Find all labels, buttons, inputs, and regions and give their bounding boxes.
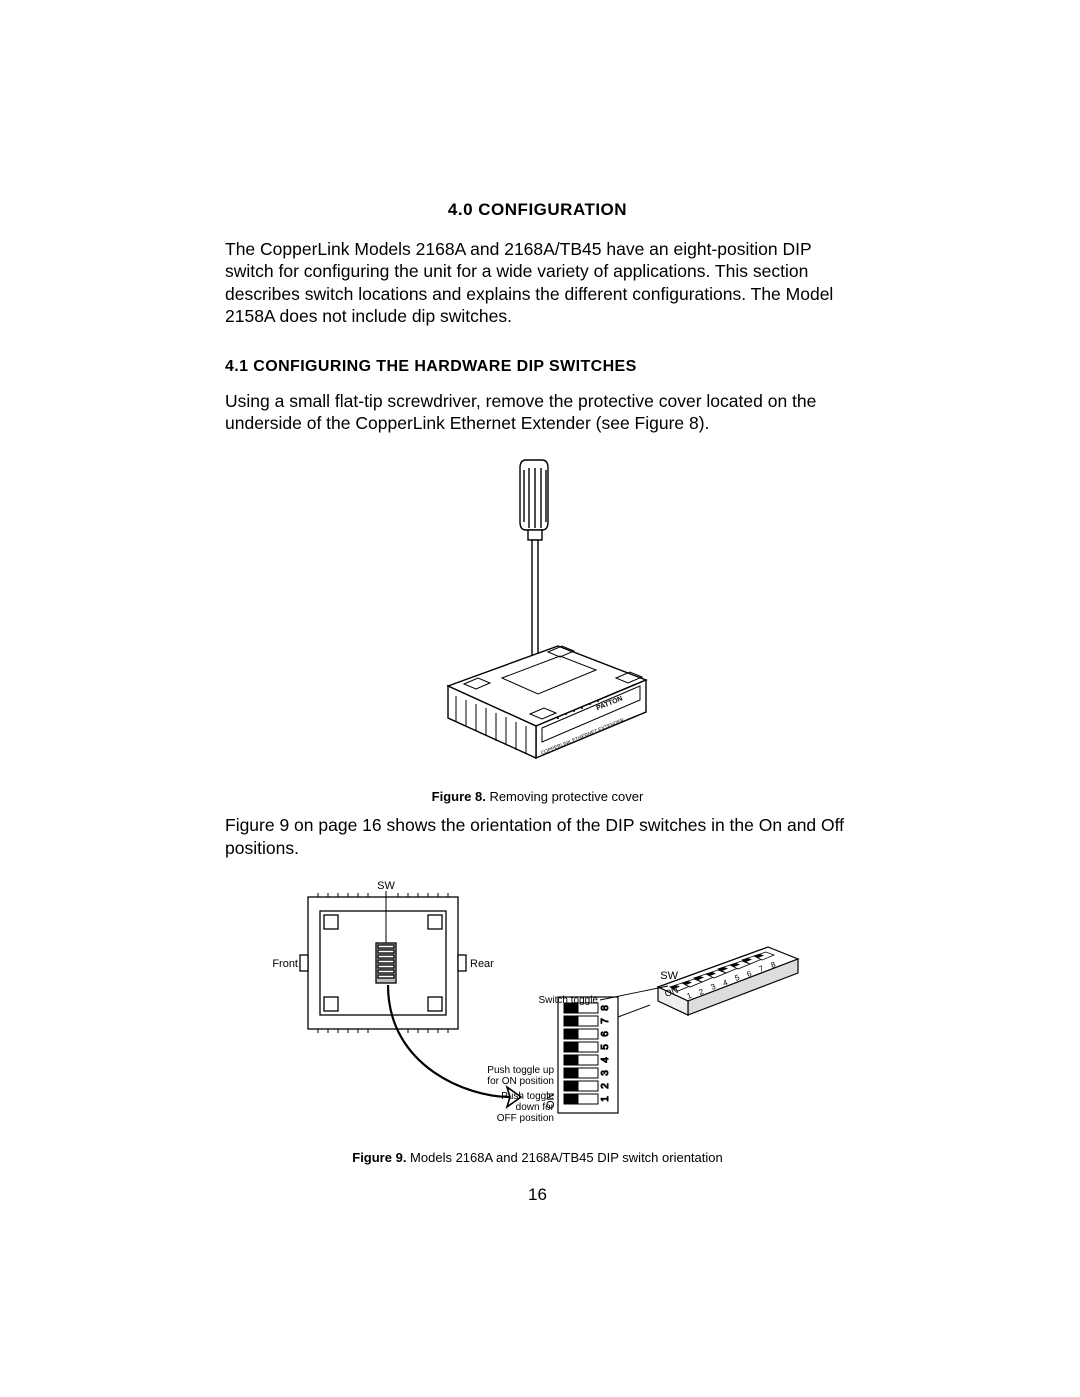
figure-9-caption-text: Models 2168A and 2168A/TB45 DIP switch o… [406,1150,722,1165]
figure-8-caption-bold: Figure 8. [432,789,486,804]
svg-text:7: 7 [600,1018,611,1024]
fig9-pushdown-3: OFF position [496,1113,553,1124]
fig9-pushup-1: Push toggle up [487,1065,554,1076]
figure-9: SW Front Rear [225,877,850,1142]
svg-text:4: 4 [600,1057,611,1063]
subsection-paragraph: Using a small flat-tip screwdriver, remo… [225,390,850,435]
svg-text:6: 6 [600,1031,611,1037]
mid-paragraph: Figure 9 on page 16 shows the orientatio… [225,814,850,859]
fig9-pushup-2: for ON position [487,1076,554,1087]
fig9-sw-label-2: SW [660,970,678,982]
document-page: 4.0 Configuration The CopperLink Models … [0,0,1080,1205]
fig9-sw-label-1: SW [377,880,395,892]
fig9-rear-label: Rear [470,958,494,970]
subsection-heading: 4.1 Configuring the Hardware DIP Switche… [225,358,850,376]
section-heading: 4.0 Configuration [225,200,850,220]
fig9-switch-toggle: Switch toggle [538,995,598,1006]
svg-text:2: 2 [600,1083,611,1089]
figure-9-caption: Figure 9. Models 2168A and 2168A/TB45 DI… [225,1150,850,1165]
intro-paragraph: The CopperLink Models 2168A and 2168A/TB… [225,238,850,328]
figure-8-caption-text: Removing protective cover [486,789,644,804]
svg-text:3: 3 [600,1070,611,1076]
figure-8-caption: Figure 8. Removing protective cover [225,789,850,804]
figure-8: PATTON COPPERLINK ETHERNET EXTENDER [225,456,850,781]
figure-9-caption-bold: Figure 9. [352,1150,406,1165]
svg-text:5: 5 [600,1044,611,1050]
svg-text:1: 1 [600,1096,611,1102]
page-number: 16 [225,1185,850,1205]
svg-text:8: 8 [600,1005,611,1011]
fig9-pushdown-1: Push toggle [501,1091,554,1102]
fig9-front-label: Front [272,958,298,970]
fig9-pushdown-2: down for [515,1102,554,1113]
